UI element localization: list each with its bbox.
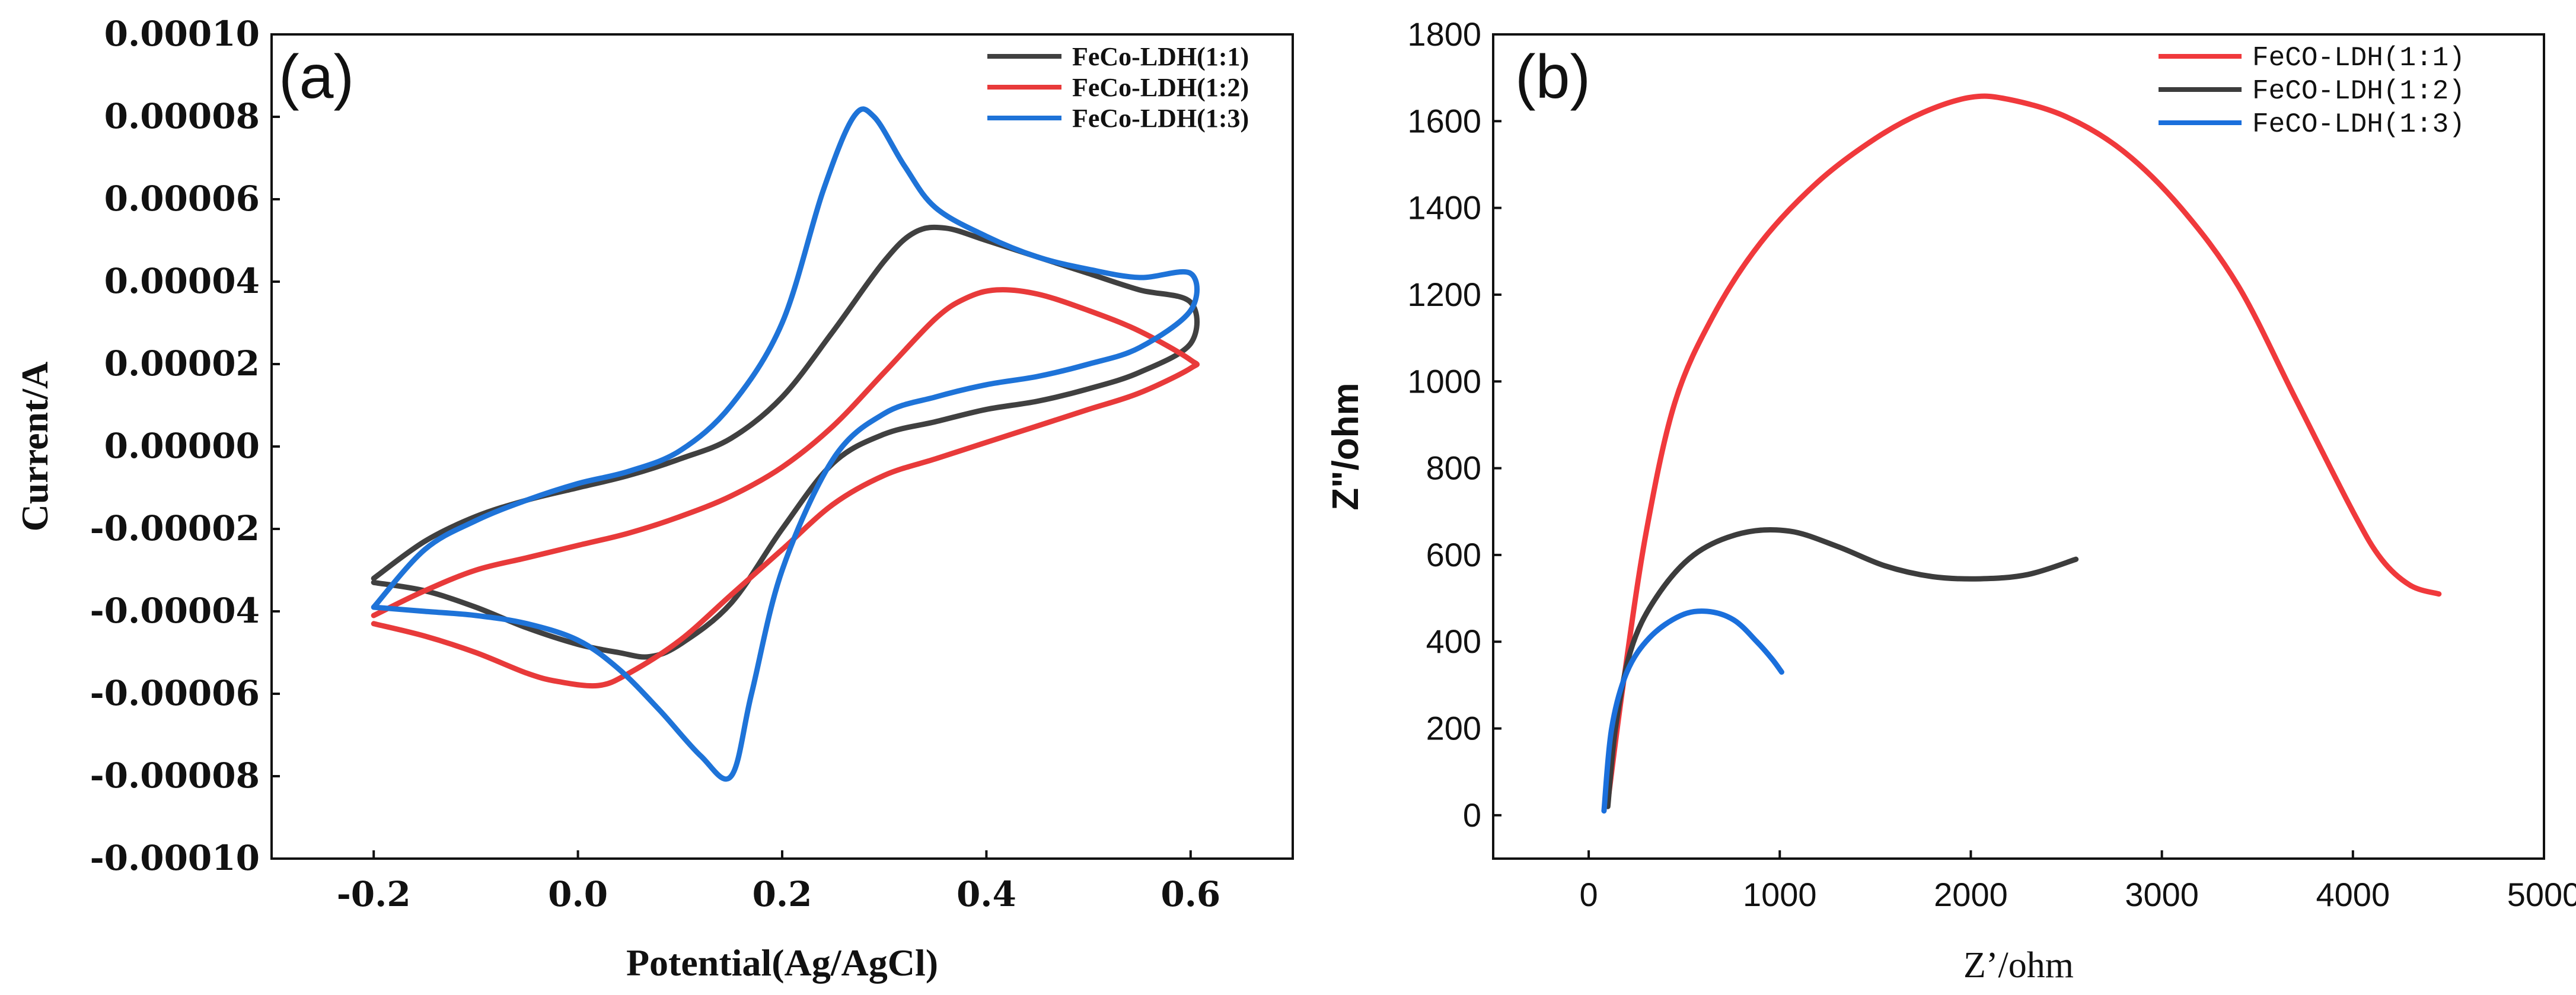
y-tick-label: 600 xyxy=(1426,536,1481,573)
x-tick-label: 3000 xyxy=(2125,876,2199,913)
panel-b-label: (b) xyxy=(1515,43,1590,111)
x-tick-label: 0.2 xyxy=(753,874,812,914)
y-tick-label: 0.00002 xyxy=(104,343,260,384)
y-tick-label: -0.00002 xyxy=(90,508,260,548)
panel-b-chart: 0 200 400 600 800 1000 1200 1400 1600 1800 0 1000 2… xyxy=(1325,15,2576,986)
panel-a-x-axis-ticks: -0.2 0.0 0.2 0.4 0.6 xyxy=(337,850,1220,914)
x-tick-label: -0.2 xyxy=(337,874,411,914)
y-tick-label: -0.00004 xyxy=(90,591,260,631)
x-tick-label: 0.6 xyxy=(1161,874,1220,914)
panel-a-legend: FeCo-LDH(1:1)FeCo-LDH(1:2)FeCo-LDH(1:3) xyxy=(987,42,1249,133)
panel-a-x-axis-label: Potential(Ag/AgCl) xyxy=(626,942,938,984)
y-tick-label: 1800 xyxy=(1407,15,1481,53)
x-tick-label: 2000 xyxy=(1934,876,2008,913)
panel-b-legend: FeCO-LDH(1:1)FeCO-LDH(1:2)FeCO-LDH(1:3) xyxy=(2159,43,2465,140)
y-tick-label: -0.00008 xyxy=(90,755,260,796)
y-tick-label: 800 xyxy=(1426,449,1481,487)
y-tick-label: 0.00000 xyxy=(104,426,260,466)
y-tick-label: -0.00010 xyxy=(90,838,260,878)
y-tick-label: 0.00006 xyxy=(104,178,260,219)
y-tick-label: 0 xyxy=(1463,796,1481,834)
y-tick-label: 1600 xyxy=(1407,102,1481,139)
x-tick-label: 0 xyxy=(1580,876,1598,913)
legend-label-2: FeCO-LDH(1:2) xyxy=(2252,76,2465,107)
legend-label-3: FeCO-LDH(1:3) xyxy=(2252,109,2465,140)
y-tick-label: 1400 xyxy=(1407,189,1481,227)
panel-a-y-axis-ticks: 0.00010 0.00008 0.00006 0.00004 0.00002 0.000… xyxy=(90,14,280,878)
panel-a-series-group xyxy=(371,106,1200,782)
legend-label-1: FeCo-LDH(1:1) xyxy=(1072,42,1249,71)
legend-label-2: FeCo-LDH(1:2) xyxy=(1072,73,1249,102)
legend-label-1: FeCO-LDH(1:1) xyxy=(2252,43,2465,74)
y-tick-label: 0.00004 xyxy=(104,261,260,301)
y-tick-label: 0.00008 xyxy=(104,96,260,136)
y-tick-label: 1200 xyxy=(1407,276,1481,313)
y-tick-label: -0.00006 xyxy=(90,673,260,713)
panel-b-x-axis-ticks: 0 1000 2000 3000 4000 5000 xyxy=(1580,850,2576,913)
series-line-2 xyxy=(1605,527,2079,809)
x-tick-label: 0.0 xyxy=(548,874,608,914)
y-tick-label: 400 xyxy=(1426,623,1481,660)
series-line-3 xyxy=(371,106,1200,782)
panel-b-y-axis-ticks: 0 200 400 600 800 1000 1200 1400 1600 1800 xyxy=(1407,15,1501,834)
x-tick-label: 4000 xyxy=(2316,876,2390,913)
legend-label-3: FeCo-LDH(1:3) xyxy=(1072,104,1249,133)
panel-b-y-axis-label: Z"/ohm xyxy=(1325,382,1366,510)
panel-a-y-axis-label: Current/A xyxy=(14,362,56,532)
x-tick-label: 0.4 xyxy=(957,874,1016,914)
panel-a-label: (a) xyxy=(279,43,354,111)
panel-b-series-group xyxy=(1601,93,2442,814)
panel-b-plot-frame xyxy=(1492,33,2545,860)
panel-b-x-axis-label: Z’/ohm xyxy=(1963,945,2074,986)
y-tick-label: 200 xyxy=(1426,710,1481,747)
y-tick-label: 1000 xyxy=(1407,362,1481,400)
series-line-1 xyxy=(1605,93,2442,805)
series-line-3 xyxy=(1601,608,1784,814)
y-tick-label: 0.00010 xyxy=(104,14,260,54)
x-tick-label: 1000 xyxy=(1743,876,1817,913)
series-line-2 xyxy=(371,287,1200,689)
x-tick-label: 5000 xyxy=(2507,876,2576,913)
panel-a-chart: 0.00010 0.00008 0.00006 0.00004 0.00002 0.000… xyxy=(14,14,1294,984)
